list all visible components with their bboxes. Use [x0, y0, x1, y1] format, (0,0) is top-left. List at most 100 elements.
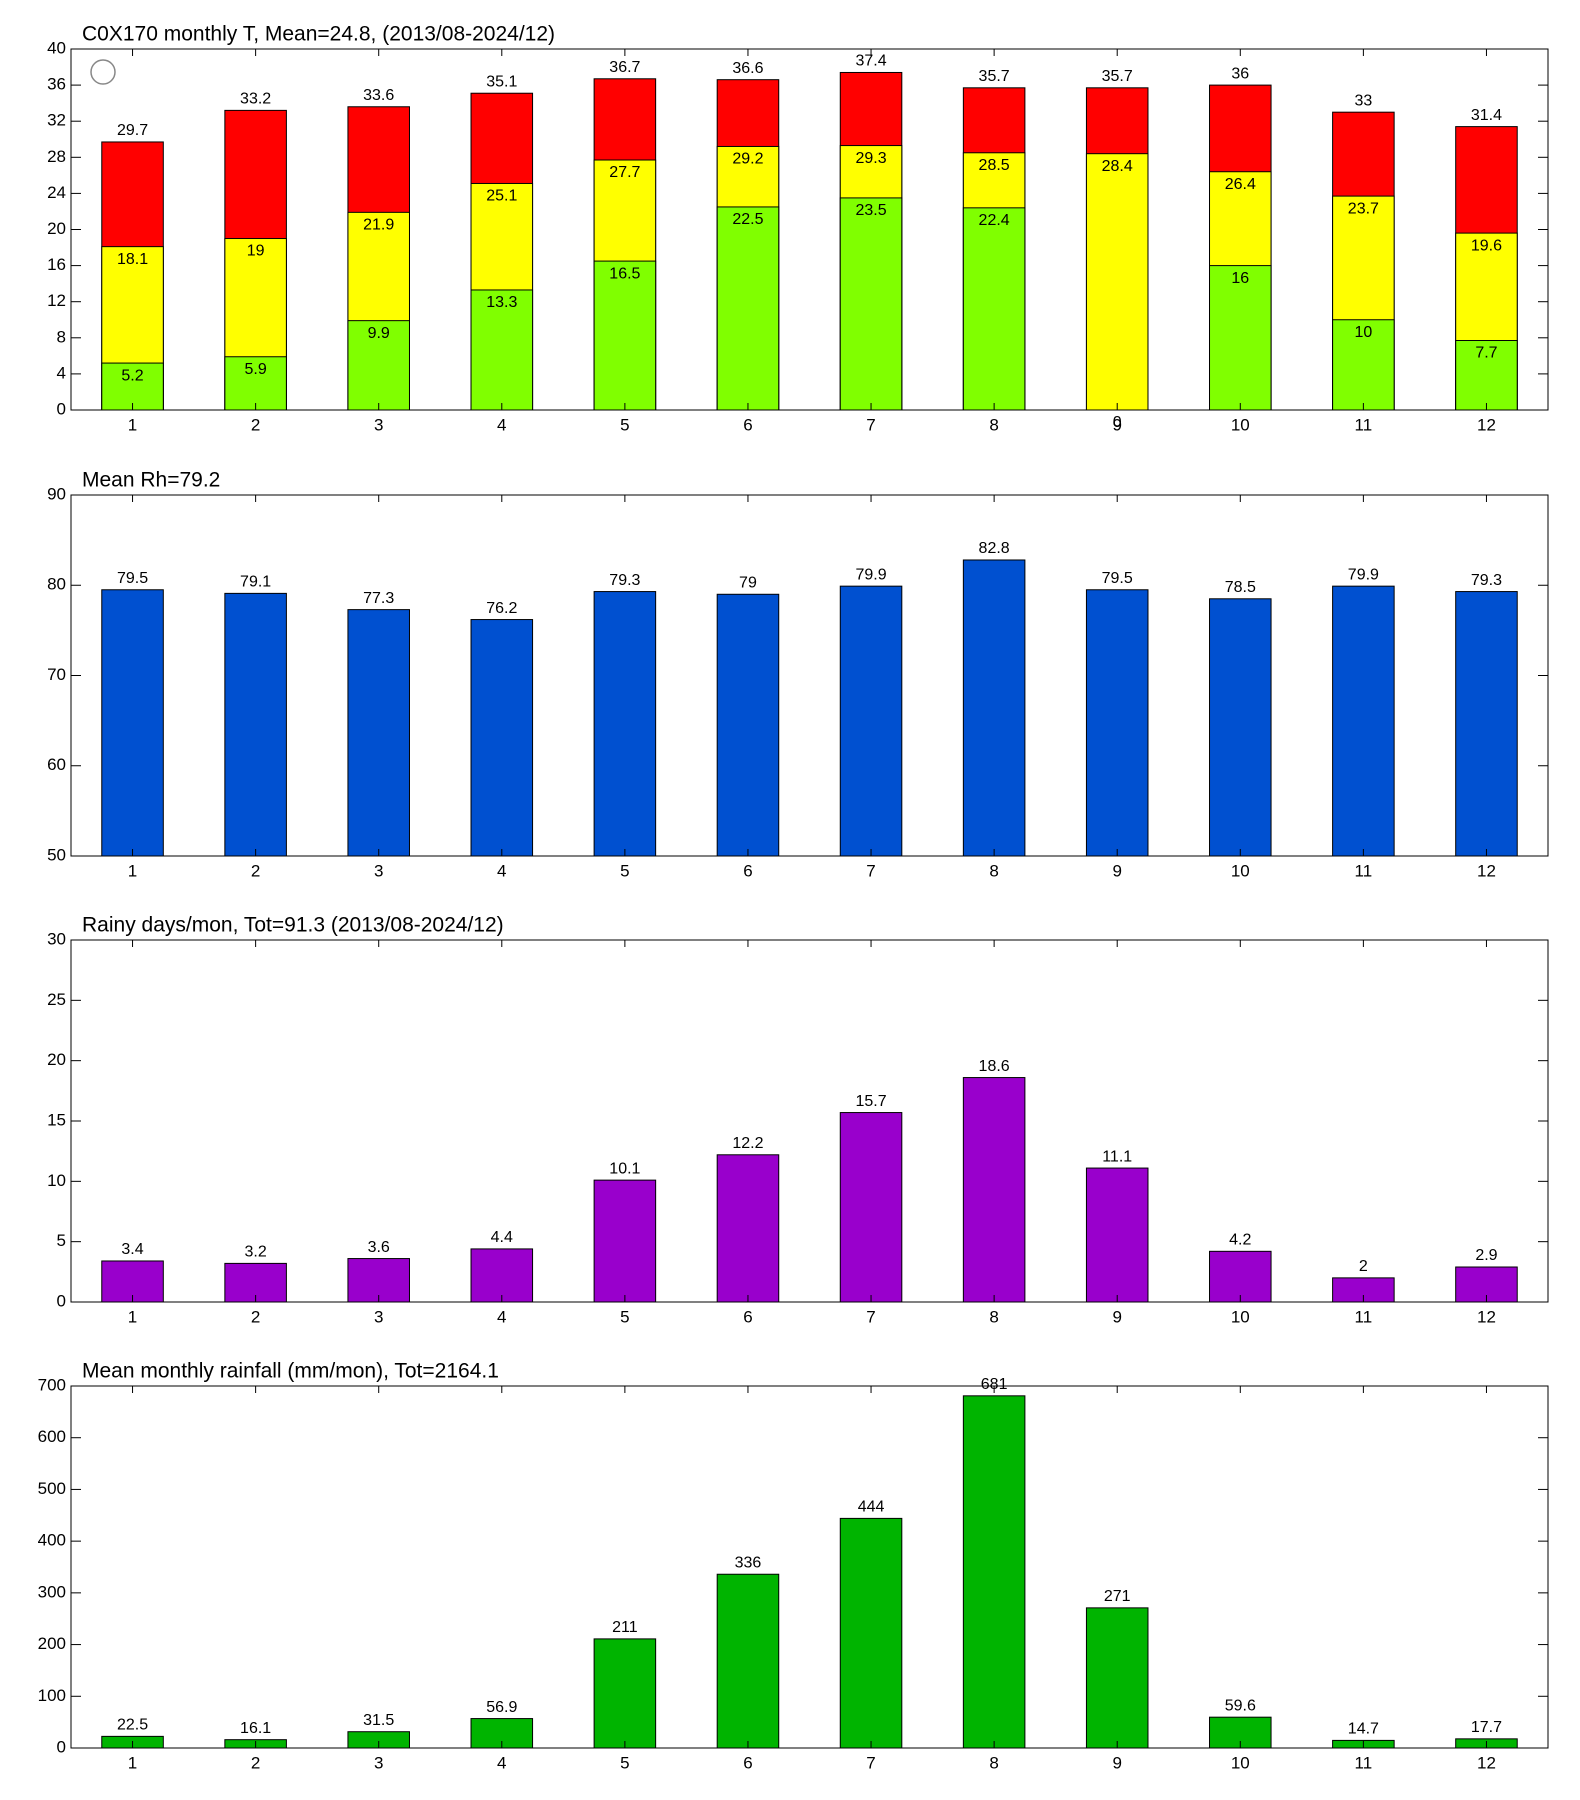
data-label: 28.5: [979, 157, 1010, 174]
bar: [593, 1179, 657, 1303]
x-tick-label: 2: [251, 1307, 260, 1326]
x-tick-label: 8: [989, 1307, 998, 1326]
y-tick-label: 300: [38, 1582, 66, 1601]
y-tick-label: 25: [47, 990, 66, 1009]
data-label: 18.1: [117, 251, 148, 268]
bar: [716, 1154, 780, 1303]
data-label: 0: [1113, 414, 1122, 431]
data-label: 79.9: [855, 566, 886, 583]
chart-title: C0X170 monthly T, Mean=24.8, (2013/08-20…: [82, 23, 555, 46]
data-label: 28.4: [1102, 158, 1133, 175]
data-label: 10.1: [609, 1160, 640, 1177]
x-tick-label: 6: [743, 1753, 752, 1772]
logo: [90, 59, 116, 85]
x-tick-label: 7: [866, 1753, 875, 1772]
data-label: 78.5: [1225, 579, 1256, 596]
data-label: 23.5: [855, 202, 886, 219]
x-tick-label: 10: [1231, 861, 1250, 880]
bar: [839, 585, 903, 857]
data-label: 27.7: [609, 164, 640, 181]
data-label: 271: [1104, 1588, 1131, 1605]
data-label: 21.9: [363, 217, 394, 234]
data-label: 16: [1231, 270, 1249, 287]
x-tick-label: 2: [251, 1753, 260, 1772]
data-label: 79.3: [1471, 572, 1502, 589]
x-tick-label: 6: [743, 861, 752, 880]
y-tick-label: 5: [57, 1231, 66, 1250]
x-tick-label: 4: [497, 1753, 506, 1772]
data-label: 22.5: [117, 1717, 148, 1734]
data-label: 2: [1359, 1258, 1368, 1275]
bar: [224, 592, 287, 857]
y-tick-label: 15: [47, 1110, 66, 1129]
data-label: 13.3: [486, 294, 517, 311]
x-tick-label: 3: [374, 861, 383, 880]
x-tick-label: 11: [1355, 1753, 1373, 1772]
data-label: 4.4: [491, 1229, 513, 1246]
bar: [839, 1517, 903, 1749]
bar: [962, 207, 1026, 411]
data-label: 82.8: [979, 540, 1010, 557]
data-label: 23.7: [1348, 200, 1379, 217]
y-tick-label: 400: [38, 1531, 66, 1550]
data-label: 16.5: [609, 265, 640, 282]
x-tick-label: 7: [866, 861, 875, 880]
data-label: 79.9: [1348, 566, 1379, 583]
data-label: 79.5: [1102, 570, 1133, 587]
x-tick-label: 11: [1355, 415, 1373, 434]
x-tick-label: 10: [1231, 415, 1250, 434]
bar: [716, 593, 780, 857]
y-tick-label: 32: [47, 111, 66, 130]
x-tick-label: 5: [620, 1307, 629, 1326]
data-label: 31.4: [1471, 107, 1502, 124]
x-tick-label: 10: [1231, 1307, 1250, 1326]
data-label: 29.2: [732, 151, 763, 168]
bar: [1085, 153, 1149, 411]
data-label: 79.1: [240, 574, 271, 591]
data-label: 211: [612, 1619, 638, 1636]
x-tick-label: 10: [1231, 1753, 1250, 1772]
y-tick-label: 50: [47, 845, 66, 864]
y-tick-label: 10: [47, 1171, 66, 1190]
x-tick-label: 2: [251, 415, 260, 434]
x-tick-label: 8: [989, 1753, 998, 1772]
x-tick-label: 1: [128, 415, 137, 434]
data-label: 336: [735, 1554, 762, 1571]
bar: [839, 1112, 903, 1303]
data-label: 681: [981, 1376, 1008, 1393]
y-tick-label: 100: [38, 1686, 66, 1705]
data-label: 35.1: [486, 73, 517, 90]
data-label: 3.4: [121, 1241, 143, 1258]
y-tick-label: 30: [47, 929, 66, 948]
x-tick-label: 9: [1112, 861, 1121, 880]
chart-title: Rainy days/mon, Tot=91.3 (2013/08-2024/1…: [82, 914, 504, 937]
data-label: 79.3: [609, 572, 640, 589]
bar: [593, 260, 657, 411]
x-tick-label: 6: [743, 415, 752, 434]
x-tick-label: 8: [989, 861, 998, 880]
data-label: 18.6: [979, 1058, 1010, 1075]
x-tick-label: 6: [743, 1307, 752, 1326]
y-tick-label: 24: [47, 183, 66, 202]
bar: [101, 362, 164, 411]
bar: [593, 1638, 657, 1749]
x-tick-label: 3: [374, 415, 383, 434]
x-tick-label: 9: [1112, 1753, 1121, 1772]
bar: [1332, 319, 1395, 411]
x-tick-label: 2: [251, 861, 260, 880]
x-tick-label: 5: [620, 1753, 629, 1772]
data-label: 35.7: [979, 68, 1010, 85]
y-tick-label: 0: [57, 1737, 66, 1756]
y-tick-label: 36: [47, 75, 66, 94]
bar: [593, 591, 657, 857]
data-label: 22.4: [979, 212, 1010, 229]
bar: [1209, 1250, 1272, 1303]
bar: [1085, 1167, 1149, 1303]
data-label: 15.7: [855, 1093, 886, 1110]
bar: [1455, 340, 1518, 411]
y-tick-label: 8: [57, 327, 66, 346]
bar: [839, 197, 903, 411]
x-tick-label: 4: [497, 861, 506, 880]
y-tick-label: 12: [47, 291, 66, 310]
x-tick-label: 3: [374, 1307, 383, 1326]
